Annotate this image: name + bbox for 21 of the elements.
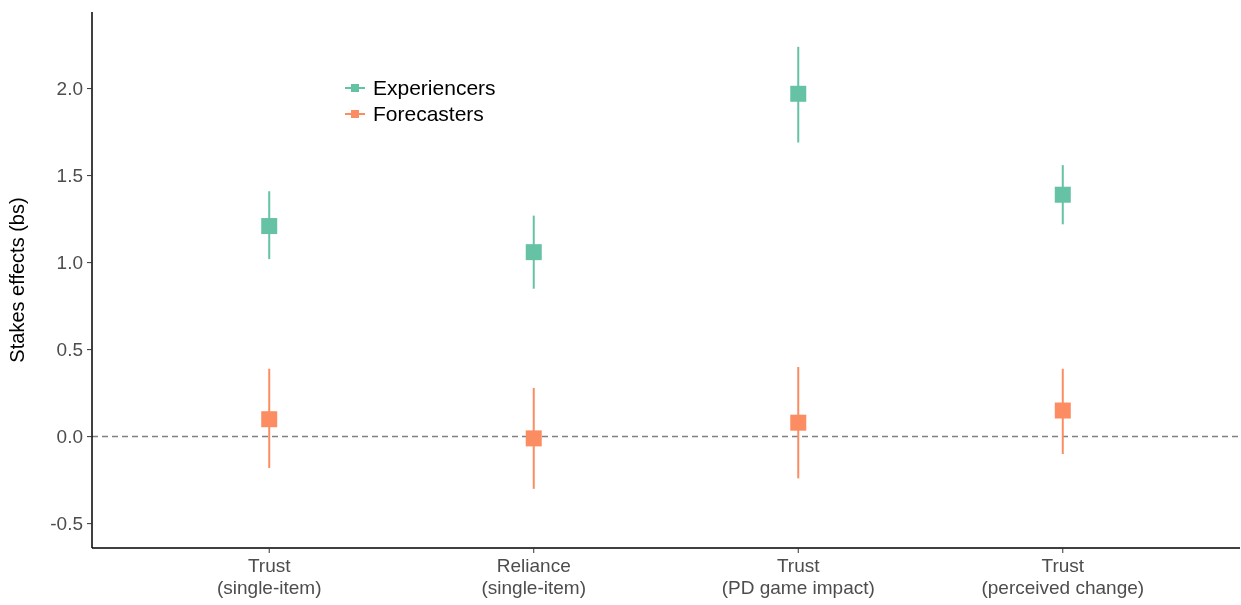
y-tick-label: -0.5 <box>50 513 83 535</box>
point <box>1054 402 1071 419</box>
y-tick-label: 0.5 <box>56 339 83 361</box>
y-tick-label: 0.0 <box>56 426 83 448</box>
point <box>261 218 278 235</box>
y-tick-label: 2.0 <box>56 78 83 100</box>
point <box>261 411 278 428</box>
x-tick-label: Trust (PD game impact) <box>721 555 875 598</box>
legend-label: Experiencers <box>373 76 496 100</box>
point <box>525 430 542 447</box>
point <box>525 244 542 261</box>
y-tick-label: 1.5 <box>56 165 83 187</box>
x-tick-label: Trust (perceived change) <box>981 555 1145 598</box>
point <box>790 85 807 102</box>
point <box>1054 186 1071 203</box>
legend-label: Forecasters <box>373 102 484 126</box>
y-tick-label: 1.0 <box>56 252 83 274</box>
y-axis-title: Stakes effects (bs) <box>6 197 28 363</box>
x-tick-label: Reliance (single-item) <box>481 555 587 598</box>
x-tick-label: Trust (single-item) <box>216 555 322 598</box>
point <box>790 414 807 431</box>
